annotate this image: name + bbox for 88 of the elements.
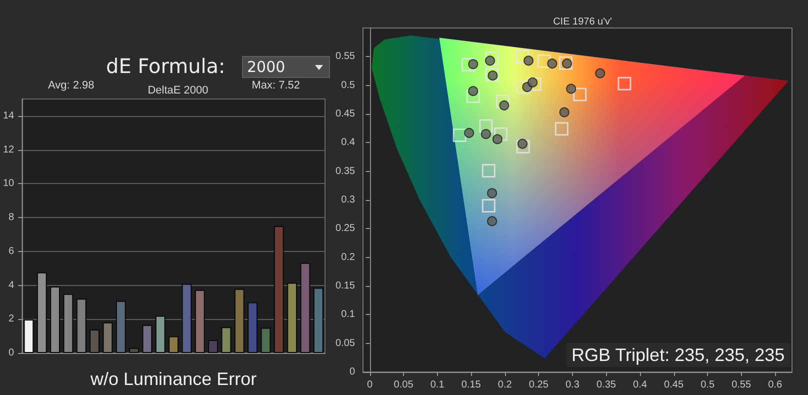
point <box>479 119 493 133</box>
x-tick-label: 0.05 <box>394 380 414 390</box>
point <box>452 128 466 142</box>
y-tick-label: 0.25 <box>336 223 356 234</box>
point <box>618 76 632 90</box>
bar <box>155 316 166 353</box>
bar <box>129 348 139 353</box>
text: dE Formula: <box>106 54 226 78</box>
bar <box>248 302 258 353</box>
y-tick-label: 0.35 <box>336 166 356 177</box>
y-tick-label: 6 <box>8 246 15 257</box>
x-tick-label: 0.6 <box>768 380 782 390</box>
y-tick-label: 0 <box>349 366 356 378</box>
y-tick-label: 0.55 <box>336 51 356 62</box>
bar <box>102 322 113 353</box>
point <box>573 88 587 102</box>
bar <box>208 340 218 353</box>
point <box>482 198 496 212</box>
y-tick-label: 4 <box>8 280 15 291</box>
x-tick-label: 0.55 <box>732 380 752 390</box>
point <box>558 56 572 70</box>
bar <box>234 288 244 353</box>
chart-title: DeltaE 2000 <box>148 84 208 96</box>
bar <box>182 284 192 353</box>
y-tick-label: 2 <box>8 314 15 325</box>
y-tick-label: 0.05 <box>336 338 356 349</box>
bar <box>24 319 34 353</box>
bar <box>274 226 284 353</box>
y-tick-label: 0.15 <box>336 280 356 292</box>
bar <box>300 262 310 353</box>
y-tick-label: 0.2 <box>341 252 356 263</box>
point <box>485 52 499 66</box>
x-tick-label: 0.15 <box>461 380 482 390</box>
point <box>595 68 606 78</box>
y-tick-label: 8 <box>8 212 15 224</box>
x-axis-title: w/o Luminance Error <box>90 369 257 389</box>
point <box>462 58 476 72</box>
bar <box>260 328 271 353</box>
bar <box>221 327 232 353</box>
point <box>554 122 568 136</box>
x-tick-label: 0.25 <box>528 380 549 390</box>
point <box>482 164 496 178</box>
point <box>516 50 530 64</box>
bar <box>90 329 100 353</box>
y-tick-label: 0.3 <box>341 194 356 206</box>
point <box>516 80 530 94</box>
bar <box>313 288 324 353</box>
y-tick-label: 0 <box>8 348 15 358</box>
point <box>464 128 474 138</box>
bar <box>168 336 178 353</box>
point <box>494 127 508 141</box>
point <box>487 188 498 198</box>
bar <box>194 290 205 353</box>
bar <box>116 300 126 353</box>
annotation: RGB Triplet: 235, 235, 235 <box>572 345 785 365</box>
point <box>566 84 576 94</box>
y-tick-label: 0.5 <box>341 80 356 91</box>
point <box>485 68 499 82</box>
point <box>528 77 542 91</box>
y-tick-label: 10 <box>3 178 15 190</box>
x-tick-label: 0.4 <box>633 380 648 390</box>
y-tick-label: 0.4 <box>341 137 356 148</box>
x-tick-label: 0.1 <box>430 380 445 390</box>
y-tick-label: 0.1 <box>341 309 356 320</box>
x-tick-label: 0.3 <box>565 380 580 390</box>
y-tick-label: 12 <box>3 144 15 156</box>
point <box>547 58 558 69</box>
point <box>516 140 530 154</box>
point <box>559 107 570 118</box>
bar <box>142 325 152 353</box>
x-tick-label: 0.35 <box>596 380 616 390</box>
point <box>524 56 534 66</box>
x-tick-label: 0 <box>366 380 373 390</box>
dropdown: 2000 <box>242 56 330 78</box>
x-tick-label: 0.2 <box>498 380 512 390</box>
point <box>537 54 551 68</box>
text: Max: 7.52 <box>252 80 300 92</box>
point <box>496 94 510 108</box>
chart-title: CIE 1976 u'v' <box>553 16 612 28</box>
y-tick-label: 14 <box>3 110 15 122</box>
bar <box>287 282 298 353</box>
y-tick-label: 0.45 <box>336 108 356 120</box>
x-tick-label: 0.45 <box>664 380 684 390</box>
point <box>466 89 480 103</box>
point <box>480 129 491 140</box>
text: Avg: 2.98 <box>48 80 94 92</box>
x-tick-label: 0.5 <box>700 380 715 390</box>
point <box>487 216 498 226</box>
